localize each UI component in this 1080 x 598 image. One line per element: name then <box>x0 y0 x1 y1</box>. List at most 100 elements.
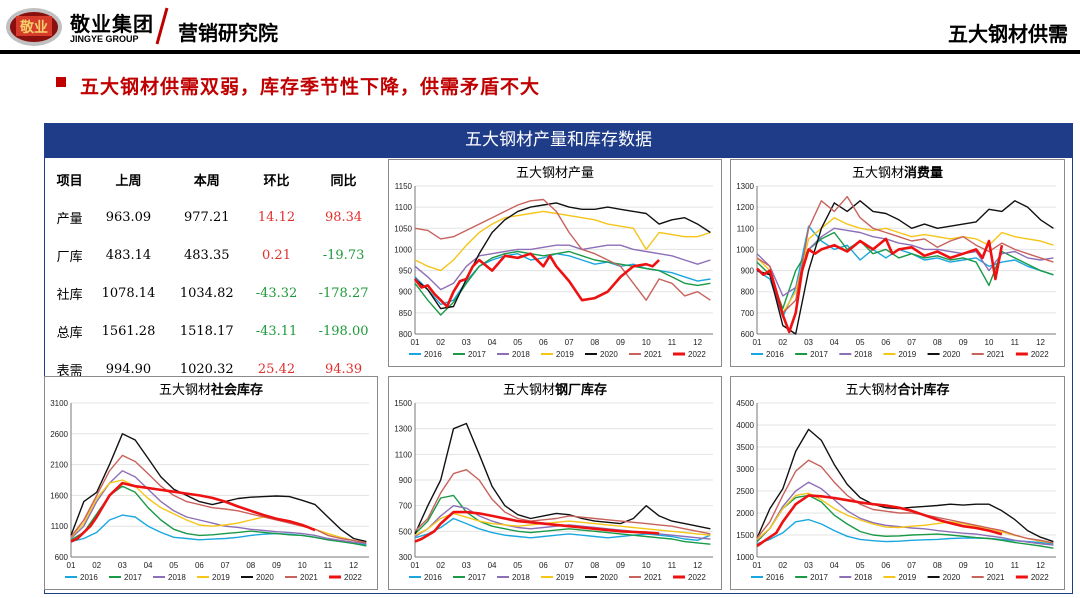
divider-slash <box>155 7 169 45</box>
cell-yoy: -178.27 <box>318 285 369 301</box>
header-yoy: 同比 <box>330 173 357 189</box>
y-tick-label: 3000 <box>736 465 754 474</box>
cell-this-week: 483.35 <box>184 247 230 263</box>
y-tick-label: 900 <box>399 476 413 485</box>
x-tick-label: 11 <box>1011 338 1020 347</box>
y-tick-label: 1100 <box>51 522 69 531</box>
x-tick-label: 09 <box>959 561 968 570</box>
legend-label-2018: 2018 <box>854 573 872 582</box>
y-tick-label: 1500 <box>736 531 754 540</box>
legend-label-2017: 2017 <box>810 350 828 359</box>
y-tick-label: 2500 <box>736 487 754 496</box>
x-tick-label: 08 <box>246 561 255 570</box>
series-line-2022 <box>413 252 661 308</box>
x-tick-label: 09 <box>616 561 625 570</box>
series-line-2021 <box>414 198 711 301</box>
table-header-row: 项目 上周 本周 环比 同比 <box>50 160 380 198</box>
brand-english: JINGYE GROUP <box>70 34 139 44</box>
series-line-2016 <box>414 252 711 306</box>
legend-label-2019: 2019 <box>212 573 230 582</box>
y-tick-label: 1000 <box>736 245 754 254</box>
legend-label-2022: 2022 <box>688 350 706 359</box>
cell-wow: 25.42 <box>257 361 296 377</box>
legend-label-2022: 2022 <box>1031 573 1049 582</box>
legend-label-2020: 2020 <box>943 350 961 359</box>
legend-label-2020: 2020 <box>256 573 274 582</box>
x-tick-label: 12 <box>693 338 702 347</box>
cell-this-week: 1034.82 <box>179 285 234 301</box>
legend-label-2018: 2018 <box>512 350 530 359</box>
x-tick-label: 07 <box>221 561 230 570</box>
x-tick-label: 11 <box>668 561 677 570</box>
brand-name: 敬业集团 <box>70 12 154 36</box>
x-tick-label: 02 <box>778 338 787 347</box>
production-chart-svg: 五大钢材产量 800 850 900 950 1000 1050 1100 1150 01 02 03… <box>394 166 713 359</box>
x-tick-label: 10 <box>642 561 651 570</box>
legend-label-2019: 2019 <box>556 573 574 582</box>
x-tick-label: 12 <box>349 561 358 570</box>
y-tick-label: 2100 <box>50 461 68 470</box>
y-tick-label: 700 <box>741 309 755 318</box>
cell-yoy: 98.34 <box>324 209 363 225</box>
x-tick-label: 09 <box>616 338 625 347</box>
x-tick-label: 01 <box>411 338 420 347</box>
x-tick-label: 07 <box>907 338 916 347</box>
x-tick-label: 05 <box>856 338 865 347</box>
header-item: 项目 <box>56 173 83 189</box>
data-table: 项目 上周 本周 环比 同比 产量 963.09 977.21 14.12 98… <box>50 160 380 388</box>
cell-this-week: 977.21 <box>184 209 230 225</box>
table-row: 表需 994.90 1020.32 25.42 94.39 <box>50 350 380 388</box>
y-tick-label: 1150 <box>395 182 413 191</box>
cell-wow: 14.12 <box>257 209 296 225</box>
mill-inventory-chart: 五大钢材钢厂库存 300 500 700 900 1100 1300 1500 01 02 03 04… <box>388 376 722 590</box>
x-tick-label: 03 <box>462 338 471 347</box>
series-line-2022 <box>756 237 1004 334</box>
x-tick-label: 01 <box>67 561 76 570</box>
x-tick-label: 08 <box>590 338 599 347</box>
legend-label-2020: 2020 <box>600 350 618 359</box>
series-line-2020 <box>756 428 1054 543</box>
x-tick-label: 02 <box>92 561 101 570</box>
y-tick-label: 1500 <box>394 399 412 408</box>
y-tick-label: 1200 <box>736 203 754 212</box>
consumption-chart-svg: 五大钢材消费量 600 700 800 900 1000 1100 1200 1300 01 02 0… <box>736 165 1056 359</box>
x-tick-label: 04 <box>144 561 153 570</box>
table-row: 社库 1078.14 1034.82 -43.32 -178.27 <box>50 274 380 312</box>
chart-title: 五大钢材钢厂库存 <box>503 382 607 398</box>
series-line-2018 <box>414 244 711 291</box>
headline-bullet <box>56 77 66 87</box>
y-tick-label: 3500 <box>736 443 754 452</box>
x-tick-label: 04 <box>830 561 839 570</box>
y-tick-label: 800 <box>741 288 755 297</box>
legend-label-2018: 2018 <box>854 350 872 359</box>
x-tick-label: 11 <box>1011 561 1020 570</box>
cell-yoy: -19.73 <box>322 247 365 263</box>
series-line-2016 <box>756 518 1054 545</box>
cell-this-week: 1020.32 <box>179 361 234 377</box>
x-tick-label: 05 <box>513 561 522 570</box>
series-line-2019 <box>414 210 711 272</box>
x-tick-label: 03 <box>462 561 471 570</box>
x-tick-label: 05 <box>856 561 865 570</box>
series-line-2018 <box>70 470 367 545</box>
x-tick-label: 08 <box>590 561 599 570</box>
y-tick-label: 3100 <box>50 399 68 408</box>
x-tick-label: 12 <box>1036 338 1045 347</box>
legend-label-2016: 2016 <box>766 573 784 582</box>
x-tick-label: 10 <box>985 561 994 570</box>
x-tick-label: 02 <box>778 561 787 570</box>
x-tick-label: 12 <box>693 561 702 570</box>
x-tick-label: 10 <box>985 338 994 347</box>
legend-label-2020: 2020 <box>600 573 618 582</box>
table-row: 产量 963.09 977.21 14.12 98.34 <box>50 198 380 236</box>
x-tick-label: 11 <box>668 338 677 347</box>
panel-frame <box>44 157 1073 594</box>
series-line-2022 <box>70 481 316 543</box>
legend-label-2017: 2017 <box>468 573 486 582</box>
legend-label-2022: 2022 <box>1031 350 1049 359</box>
y-tick-label: 1300 <box>394 425 412 434</box>
series-line-2019 <box>414 512 711 536</box>
y-tick-label: 2600 <box>50 430 68 439</box>
chart-title: 五大钢材合计库存 <box>845 382 949 398</box>
y-tick-label: 800 <box>399 330 413 339</box>
